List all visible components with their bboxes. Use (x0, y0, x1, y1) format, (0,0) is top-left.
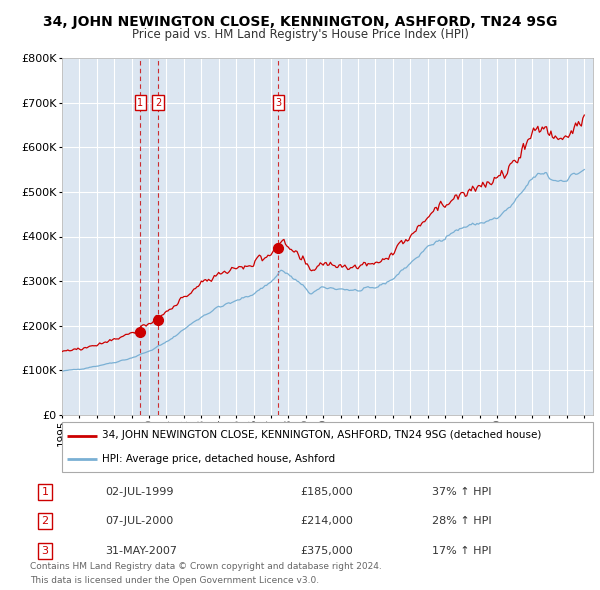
Text: 28% ↑ HPI: 28% ↑ HPI (432, 516, 491, 526)
Text: Price paid vs. HM Land Registry's House Price Index (HPI): Price paid vs. HM Land Registry's House … (131, 28, 469, 41)
Text: 2: 2 (41, 516, 49, 526)
Text: £185,000: £185,000 (300, 487, 353, 497)
Text: 07-JUL-2000: 07-JUL-2000 (105, 516, 173, 526)
Text: 31-MAY-2007: 31-MAY-2007 (105, 546, 177, 556)
Text: 1: 1 (41, 487, 49, 497)
Text: 34, JOHN NEWINGTON CLOSE, KENNINGTON, ASHFORD, TN24 9SG: 34, JOHN NEWINGTON CLOSE, KENNINGTON, AS… (43, 15, 557, 29)
Text: HPI: Average price, detached house, Ashford: HPI: Average price, detached house, Ashf… (102, 454, 335, 464)
Text: 34, JOHN NEWINGTON CLOSE, KENNINGTON, ASHFORD, TN24 9SG (detached house): 34, JOHN NEWINGTON CLOSE, KENNINGTON, AS… (102, 431, 541, 441)
Text: 3: 3 (41, 546, 49, 556)
Text: 2: 2 (155, 97, 161, 107)
Text: £214,000: £214,000 (300, 516, 353, 526)
Text: 3: 3 (275, 97, 281, 107)
Text: This data is licensed under the Open Government Licence v3.0.: This data is licensed under the Open Gov… (30, 576, 319, 585)
Text: Contains HM Land Registry data © Crown copyright and database right 2024.: Contains HM Land Registry data © Crown c… (30, 562, 382, 571)
Text: £375,000: £375,000 (300, 546, 353, 556)
Bar (140, 58, 158, 415)
Text: 37% ↑ HPI: 37% ↑ HPI (432, 487, 491, 497)
Text: 1: 1 (137, 97, 143, 107)
Text: 02-JUL-1999: 02-JUL-1999 (105, 487, 173, 497)
Text: 17% ↑ HPI: 17% ↑ HPI (432, 546, 491, 556)
